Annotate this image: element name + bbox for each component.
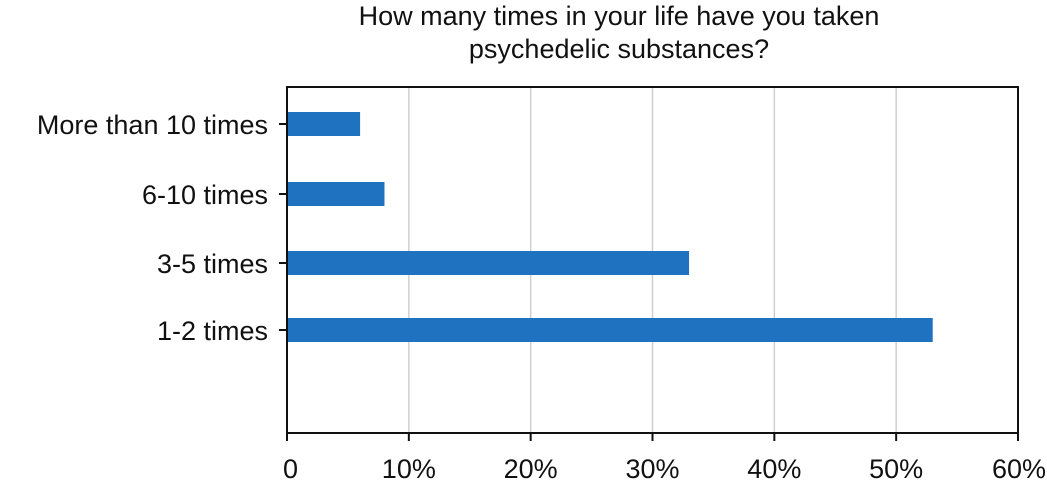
y-tick-label: 3-5 times [157, 249, 268, 279]
x-tick-label: 0 [283, 454, 298, 484]
y-tick-label: More than 10 times [37, 110, 268, 140]
bar [287, 318, 933, 342]
x-tick-label: 40% [747, 454, 801, 484]
axis-ticks [279, 123, 1019, 441]
x-tick-label: 20% [504, 454, 558, 484]
bar [287, 182, 385, 206]
x-tick-label: 60% [992, 454, 1046, 484]
axis-labels: 0 10% 20% 30% 40% 50% 60% More than 10 times 6-1… [37, 110, 1046, 484]
x-tick-label: 10% [382, 454, 436, 484]
chart-title-line-1: How many times in your life have you tak… [358, 1, 880, 31]
x-tick-label: 50% [869, 454, 923, 484]
chart-title-line-2: psychedelic substances? [468, 34, 770, 64]
y-tick-label: 6-10 times [142, 180, 268, 210]
bar [287, 112, 361, 136]
chart-title: How many times in your life have you tak… [0, 0, 1047, 66]
bar [287, 251, 690, 275]
y-tick-label: 1-2 times [157, 316, 268, 346]
bars [287, 112, 933, 342]
x-tick-label: 30% [625, 454, 679, 484]
